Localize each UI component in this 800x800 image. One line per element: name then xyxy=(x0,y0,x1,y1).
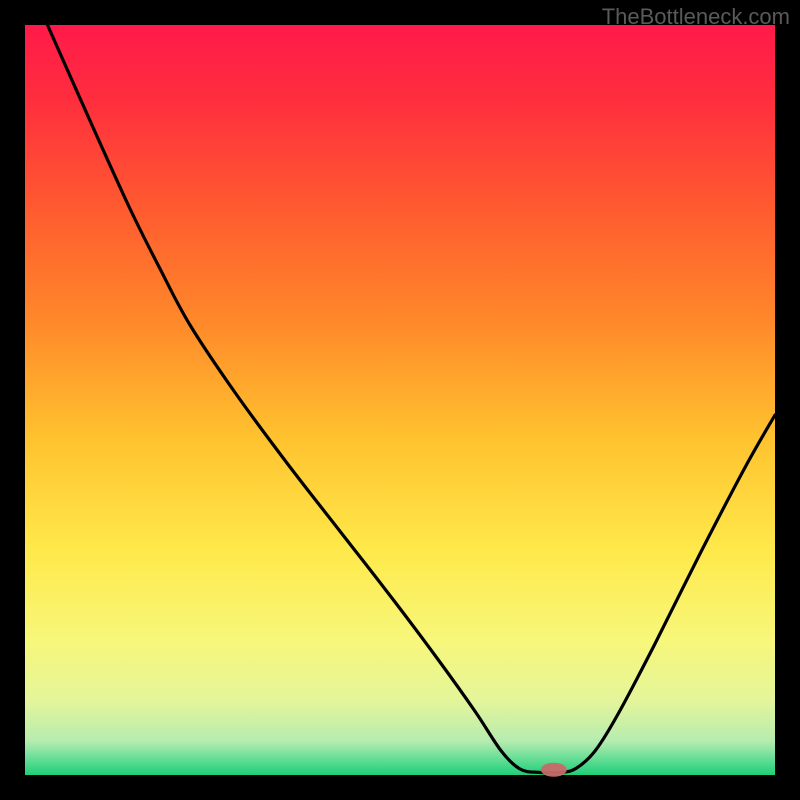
optimal-marker xyxy=(541,763,567,777)
chart-stage: TheBottleneck.com xyxy=(0,0,800,800)
chart-svg xyxy=(0,0,800,800)
plot-background xyxy=(25,25,775,775)
